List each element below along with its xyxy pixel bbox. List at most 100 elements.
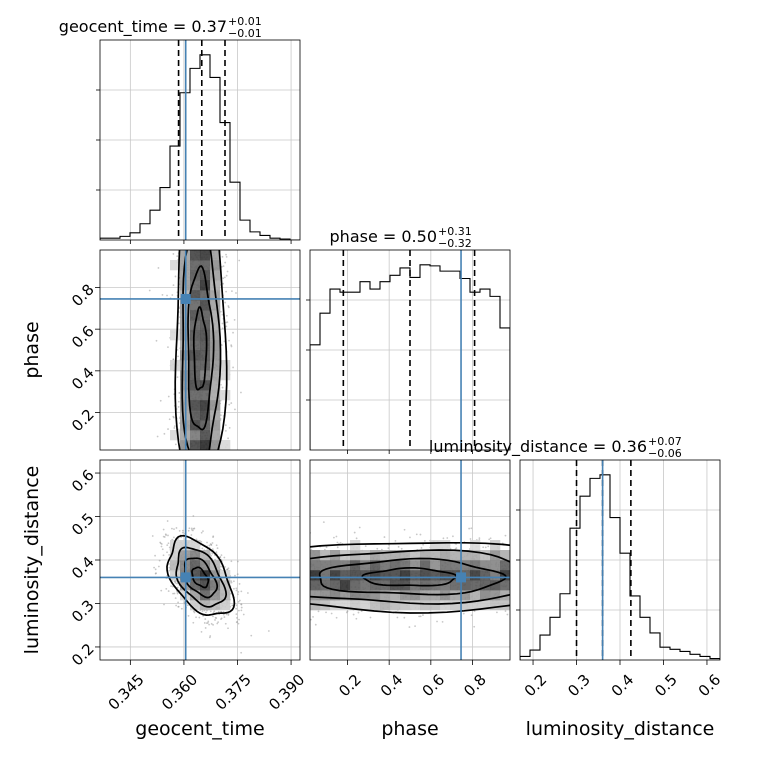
scatter-point (195, 616, 197, 619)
scatter-point (211, 552, 214, 555)
density-cell (310, 560, 321, 571)
density-cell (200, 560, 211, 571)
scatter-point (441, 620, 444, 623)
panel-title-minus: −0.32 (438, 237, 472, 250)
scatter-panel-luminosity_distance_vs_geocent_time (100, 460, 300, 660)
scatter-point (163, 432, 166, 435)
density-cell (430, 570, 441, 581)
density-cell (190, 400, 201, 411)
density-cell (210, 430, 221, 441)
scatter-point (355, 617, 358, 620)
panel-title-phase: phase = 0.50 +0.31−0.32 (330, 225, 472, 250)
density-cell (410, 550, 421, 561)
density-cell (470, 540, 481, 551)
scatter-point (190, 534, 193, 536)
density-cell (200, 430, 211, 441)
panel-title-plus: +0.31 (438, 225, 472, 238)
density-cell (200, 380, 211, 391)
scatter-point (217, 610, 220, 613)
scatter-point (173, 536, 175, 539)
density-cell (190, 570, 201, 581)
density-cell (320, 590, 331, 601)
panel-title-geocent_time: geocent_time = 0.37 +0.01−0.01 (59, 15, 262, 40)
scatter-point (470, 614, 473, 617)
scatter-point (488, 538, 491, 541)
scatter-point (403, 616, 406, 619)
density-cell (470, 570, 481, 581)
density-cell (210, 260, 221, 271)
scatter-point (312, 615, 314, 618)
density-cell (400, 560, 411, 571)
x-tick-label-luminosity_distance: 0.3 (564, 671, 594, 701)
density-cell (460, 580, 471, 591)
x-tick-label-phase: 0.2 (335, 671, 365, 701)
density-cell (170, 260, 181, 271)
scatter-point (175, 527, 178, 529)
density-cell (310, 550, 321, 561)
density-cell (200, 350, 211, 361)
scatter-point (177, 605, 180, 608)
density-cell (380, 590, 391, 601)
scatter-point (225, 321, 227, 324)
scatter-point (504, 610, 507, 612)
panel-title-text: phase = 0.50 (330, 227, 437, 246)
density-cell (450, 580, 461, 591)
scatter-point (206, 541, 208, 544)
density-cell (350, 580, 361, 591)
scatter-point (204, 618, 207, 620)
density-cell (190, 280, 201, 291)
density-cell (450, 590, 461, 601)
scatter-point (222, 613, 225, 616)
density-cell (210, 350, 221, 361)
scatter-point (167, 542, 170, 545)
x-tick-label-geocent_time: 0.390 (265, 671, 308, 714)
y-tick-label-luminosity_distance: 0.3 (68, 596, 98, 626)
scatter-point (234, 408, 236, 411)
tick-labels: 0.345 0.360 0.375 0.390 0.2 0.4 0.6 0.8 0.2 0.3 0.… (68, 240, 724, 714)
density-cell (480, 550, 491, 561)
density-cell (420, 560, 431, 571)
scatter-point (232, 331, 234, 334)
scatter-point (203, 622, 206, 624)
density-cell (370, 560, 381, 571)
scatter-point (174, 581, 177, 584)
scatter-point (409, 536, 411, 539)
density-cell (210, 590, 221, 601)
scatter-point (224, 565, 226, 568)
density-cell (480, 590, 491, 601)
density-cell (360, 550, 371, 561)
density-cell (170, 570, 181, 581)
scatter-panel-luminosity_distance_vs_phase (310, 460, 510, 660)
scatter-point (160, 589, 163, 592)
scatter-point (209, 610, 212, 613)
scatter-point (204, 627, 207, 629)
x-tick-label-luminosity_distance: 0.6 (695, 671, 725, 701)
scatter-point (226, 270, 229, 273)
density-cell (200, 590, 211, 601)
scatter-point (166, 551, 168, 554)
density-cell (220, 390, 231, 401)
y-tick-label-luminosity_distance: 0.5 (68, 509, 98, 539)
scatter-point (167, 428, 169, 430)
scatter-point (240, 651, 243, 654)
density-cell (480, 560, 491, 571)
density-cell (220, 580, 231, 591)
scatter-point (154, 572, 157, 575)
density-cell (330, 580, 341, 591)
panel-title-plus: +0.01 (228, 15, 262, 28)
density-cell (190, 440, 201, 450)
panel-title-plus: +0.07 (648, 435, 682, 448)
x-tick-label-luminosity_distance: 0.4 (608, 671, 638, 701)
scatter-point (227, 306, 230, 309)
density-cell (450, 560, 461, 571)
scatter-point (216, 622, 219, 625)
density-cell (390, 560, 401, 571)
density-cell (440, 560, 451, 571)
scatter-point (220, 565, 223, 568)
scatter-point (209, 635, 212, 637)
scatter-point (232, 366, 234, 369)
scatter-point (235, 589, 238, 592)
scatter-point (187, 614, 190, 617)
scatter-point (178, 307, 181, 310)
scatter-point (219, 383, 222, 386)
